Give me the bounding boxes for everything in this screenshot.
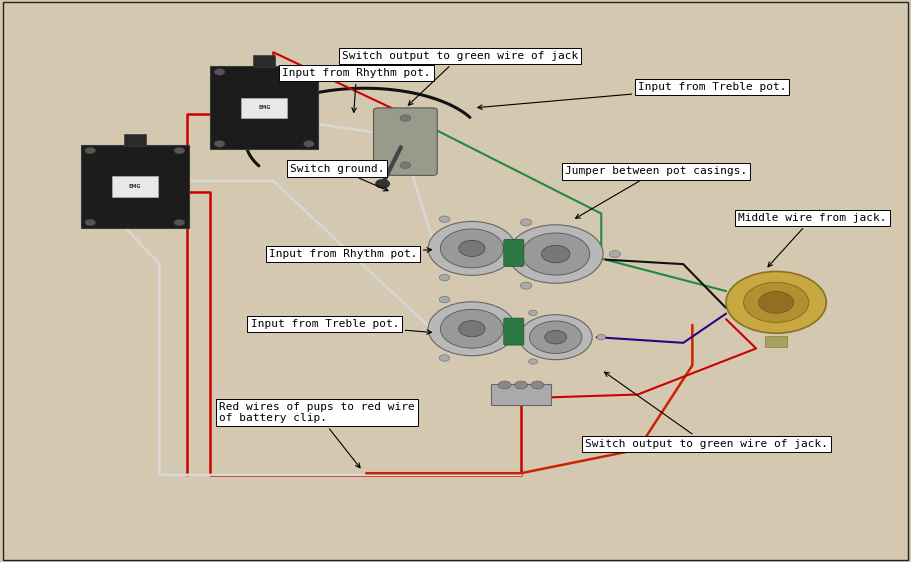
Circle shape bbox=[498, 381, 511, 389]
Text: EMG: EMG bbox=[258, 106, 271, 110]
Circle shape bbox=[759, 292, 793, 313]
Circle shape bbox=[521, 325, 532, 332]
FancyBboxPatch shape bbox=[81, 145, 189, 228]
Circle shape bbox=[303, 69, 314, 75]
Circle shape bbox=[609, 251, 620, 257]
Circle shape bbox=[521, 245, 532, 252]
Circle shape bbox=[439, 296, 450, 303]
Circle shape bbox=[743, 282, 809, 323]
FancyBboxPatch shape bbox=[124, 134, 146, 146]
Circle shape bbox=[597, 334, 606, 340]
Circle shape bbox=[400, 115, 411, 121]
FancyBboxPatch shape bbox=[765, 336, 787, 347]
Circle shape bbox=[439, 355, 450, 361]
Circle shape bbox=[726, 271, 826, 333]
Circle shape bbox=[440, 309, 504, 348]
Circle shape bbox=[428, 221, 516, 275]
FancyBboxPatch shape bbox=[241, 98, 287, 118]
Circle shape bbox=[428, 302, 516, 356]
Text: Input from Rhythm pot.: Input from Rhythm pot. bbox=[269, 248, 432, 259]
Text: Jumper between pot casings.: Jumper between pot casings. bbox=[565, 166, 747, 218]
Circle shape bbox=[528, 359, 537, 364]
Text: Input from Rhythm pot.: Input from Rhythm pot. bbox=[282, 68, 431, 112]
Text: Input from Treble pot.: Input from Treble pot. bbox=[477, 82, 786, 110]
Circle shape bbox=[541, 245, 570, 263]
Text: Switch output to green wire of jack.: Switch output to green wire of jack. bbox=[585, 372, 828, 449]
Circle shape bbox=[439, 216, 450, 223]
FancyBboxPatch shape bbox=[112, 176, 158, 197]
Circle shape bbox=[174, 219, 185, 226]
FancyBboxPatch shape bbox=[253, 55, 275, 67]
Circle shape bbox=[214, 140, 225, 147]
Circle shape bbox=[522, 233, 589, 275]
Circle shape bbox=[520, 219, 532, 226]
FancyBboxPatch shape bbox=[504, 239, 524, 266]
Text: Red wires of pups to red wire
of battery clip.: Red wires of pups to red wire of battery… bbox=[219, 402, 415, 468]
Text: Switch ground.: Switch ground. bbox=[290, 164, 388, 191]
Text: EMG: EMG bbox=[128, 184, 141, 189]
FancyBboxPatch shape bbox=[210, 66, 318, 149]
Text: Input from Treble pot.: Input from Treble pot. bbox=[251, 319, 432, 334]
FancyBboxPatch shape bbox=[504, 318, 524, 345]
Circle shape bbox=[508, 225, 603, 283]
Circle shape bbox=[531, 381, 544, 389]
Circle shape bbox=[529, 321, 582, 353]
Text: Middle wire from jack.: Middle wire from jack. bbox=[738, 213, 886, 267]
Circle shape bbox=[515, 381, 527, 389]
Circle shape bbox=[400, 162, 411, 169]
Circle shape bbox=[519, 315, 592, 360]
Circle shape bbox=[214, 69, 225, 75]
Circle shape bbox=[459, 321, 485, 337]
Circle shape bbox=[459, 241, 485, 256]
Circle shape bbox=[439, 274, 450, 281]
Circle shape bbox=[174, 147, 185, 154]
Circle shape bbox=[520, 282, 532, 289]
Circle shape bbox=[303, 140, 314, 147]
Circle shape bbox=[545, 330, 567, 344]
Circle shape bbox=[440, 229, 504, 268]
Circle shape bbox=[85, 147, 96, 154]
FancyBboxPatch shape bbox=[374, 108, 437, 175]
FancyBboxPatch shape bbox=[492, 384, 550, 405]
Circle shape bbox=[528, 310, 537, 315]
Text: Switch output to green wire of jack: Switch output to green wire of jack bbox=[342, 51, 578, 105]
Circle shape bbox=[85, 219, 96, 226]
Circle shape bbox=[375, 179, 390, 188]
